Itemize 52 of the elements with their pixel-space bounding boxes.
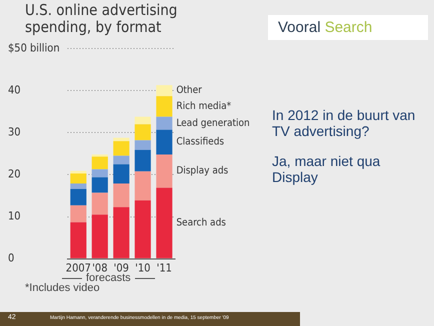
- y-tick-label: $50 billion: [8, 41, 60, 54]
- x-tick-label: 2007: [66, 261, 91, 274]
- bar: [92, 177, 108, 193]
- bar: [92, 214, 108, 258]
- x-tick-label: '08: [92, 261, 108, 274]
- bar: [156, 130, 172, 155]
- bar: [92, 156, 108, 170]
- bar: [156, 188, 172, 258]
- bar: [70, 189, 86, 206]
- text: *Includes video: [25, 282, 100, 294]
- bar: [113, 141, 130, 156]
- bar: [113, 207, 130, 258]
- bar: [134, 124, 151, 140]
- y-tick-label: 0: [8, 252, 14, 265]
- bar: [70, 184, 86, 190]
- bar: [70, 170, 86, 174]
- x-tick-label: '09: [114, 261, 129, 274]
- series-label: Classifieds: [176, 136, 224, 148]
- y-tick-label: 10: [8, 210, 21, 223]
- series-label: Display ads: [176, 166, 229, 177]
- bar: [134, 150, 151, 172]
- series-label: Other: [176, 85, 202, 96]
- bar: [113, 138, 130, 142]
- chart-title: U.S. online advertising spending, by format: [25, 1, 178, 36]
- bar: [134, 140, 151, 150]
- series-label: Search ads: [176, 218, 226, 229]
- bar: [134, 116, 151, 124]
- text: Vooral Search: [268, 15, 428, 40]
- y-tick-label: 30: [8, 126, 21, 139]
- text: In 2012 in de buurt van TV advertising?: [272, 107, 416, 139]
- x-tick-label: '10: [135, 261, 150, 274]
- bar: [70, 222, 86, 258]
- bar: [156, 96, 172, 117]
- series-label: Rich media*: [176, 101, 232, 112]
- text: Ja, maar niet qua Display: [272, 153, 382, 185]
- y-tick-label: 40: [8, 84, 21, 96]
- bar: [113, 164, 130, 184]
- bar: [134, 200, 151, 258]
- bar: [92, 192, 108, 215]
- bar: [113, 156, 130, 164]
- bar: [113, 184, 130, 208]
- text: forecasts: [86, 272, 131, 284]
- bar: [134, 171, 151, 200]
- bar: [156, 85, 172, 96]
- x-tick-label: '11: [156, 261, 172, 274]
- y-tick-label: 20: [8, 168, 21, 181]
- bar: [156, 116, 172, 130]
- bar: [156, 154, 172, 188]
- bar: [92, 169, 108, 178]
- series-label: Lead generation: [176, 118, 250, 129]
- bar: [70, 205, 86, 222]
- bar: [70, 173, 86, 184]
